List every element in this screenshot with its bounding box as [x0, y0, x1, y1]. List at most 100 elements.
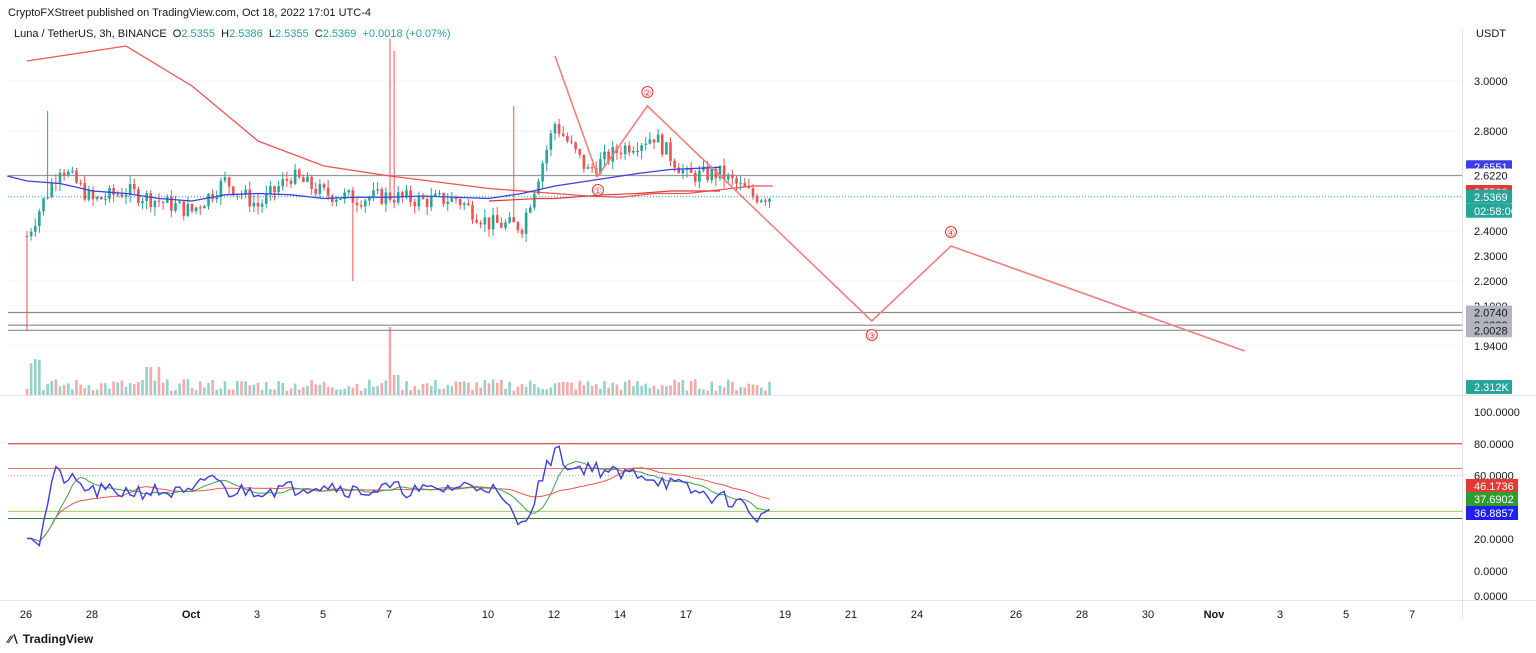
candle-body	[524, 212, 528, 234]
volume-bar	[516, 386, 520, 395]
volume-bar	[132, 384, 136, 395]
low-value: 2.5355	[274, 28, 309, 40]
footer-brand[interactable]: ⁄⁄∖ TradingView	[8, 632, 93, 646]
volume-bar	[417, 389, 421, 395]
candle-body	[405, 190, 408, 197]
candle-body	[710, 168, 714, 181]
candle-body	[310, 176, 313, 189]
candle-body	[256, 202, 260, 207]
candle-body	[446, 201, 450, 204]
volume-bar	[665, 386, 668, 395]
candle-body	[207, 193, 210, 207]
candle-body	[582, 154, 586, 169]
price-axis-badge-label: 2.6220	[1474, 171, 1508, 183]
candle-body	[108, 188, 111, 199]
volume-bar	[636, 381, 639, 395]
candle-body	[755, 196, 759, 203]
volume-bar	[673, 379, 676, 395]
x-tick-label: 19	[779, 609, 791, 621]
volume-bar	[302, 387, 305, 395]
volume-bar	[128, 383, 132, 395]
wave-marker-label: ①	[594, 186, 602, 196]
volume-bar	[289, 388, 293, 395]
symbol-title[interactable]: Luna / TetherUS, 3h, BINANCE	[14, 28, 167, 40]
volume-bar	[207, 383, 210, 395]
price-axis-badge-label: 2.312K	[1474, 382, 1510, 394]
candle-body	[553, 124, 557, 134]
volume-bar	[566, 382, 569, 395]
candle-body	[462, 203, 466, 205]
volume-bar	[495, 382, 499, 395]
rsi-value-badge-label: 36.8857	[1474, 508, 1514, 520]
volume-bar	[363, 388, 367, 395]
volume-bar	[293, 383, 297, 395]
price-axis-badge	[1466, 189, 1512, 204]
candle-body	[500, 222, 503, 228]
volume-bar	[157, 367, 161, 395]
candle-body	[335, 199, 338, 203]
volume-bar	[273, 389, 276, 395]
volume-bar	[236, 380, 239, 395]
rsi-signal-red	[26, 467, 770, 542]
volume-bar	[726, 379, 730, 395]
close-label: C	[314, 28, 323, 40]
open-label: O	[172, 28, 182, 40]
candle-body	[174, 203, 177, 211]
volume-bar	[372, 386, 375, 395]
candle-body	[636, 150, 639, 152]
x-tick-label: 7	[1409, 609, 1415, 621]
rsi-signal-green	[26, 460, 770, 542]
candle-body	[673, 160, 676, 168]
volume-bar	[640, 385, 643, 395]
candle-body	[566, 136, 569, 142]
volume-bar	[269, 389, 272, 395]
volume-bar	[615, 384, 619, 395]
candle-body	[161, 201, 165, 203]
candle-body	[75, 170, 78, 183]
volume-bar	[120, 380, 124, 395]
x-tick-label: 3	[1277, 609, 1283, 621]
candle-body	[137, 189, 140, 204]
volume-bar	[376, 386, 379, 395]
candle-body	[677, 167, 681, 174]
price-axis-badge	[1466, 305, 1512, 320]
rsi-line	[26, 445, 770, 547]
x-tick-label: 28	[86, 609, 98, 621]
candle-body	[302, 177, 305, 183]
volume-bar	[281, 382, 285, 395]
volume-bar	[421, 384, 425, 395]
volume-bar	[388, 327, 392, 395]
candle-body	[318, 184, 322, 194]
x-tick-label: 10	[482, 609, 494, 621]
volume-bar	[91, 390, 95, 395]
volume-bar	[561, 381, 565, 395]
volume-bar	[108, 388, 111, 395]
currency-label[interactable]: USDT	[1476, 28, 1506, 40]
footer-brand-label: TradingView	[22, 632, 94, 646]
volume-bar	[747, 383, 751, 395]
volume-bar	[508, 381, 511, 395]
volume-bar	[623, 381, 627, 395]
volume-bar	[545, 389, 549, 395]
candle-body	[557, 124, 561, 134]
volume-bar	[182, 379, 186, 395]
candle-body	[388, 192, 392, 200]
price-axis-badge-label: 2.0740	[1474, 308, 1508, 320]
candle-body	[627, 145, 631, 153]
x-tick-label: 5	[320, 609, 326, 621]
rsi-tick-label: 0.0000	[1474, 591, 1508, 603]
candle-body	[731, 174, 734, 179]
candle-body	[471, 205, 474, 220]
price-axis-badge-label: 2.5369	[1474, 192, 1508, 204]
volume-bar	[764, 390, 767, 395]
volume-bar	[533, 384, 536, 395]
candle-body	[401, 192, 404, 197]
candle-body	[264, 193, 268, 204]
volume-bar	[735, 389, 738, 395]
candle-body	[223, 177, 227, 181]
price-axis-badge	[1466, 168, 1512, 183]
candle-body	[516, 222, 520, 231]
candle-body	[25, 236, 29, 237]
volume-bar	[124, 386, 128, 395]
